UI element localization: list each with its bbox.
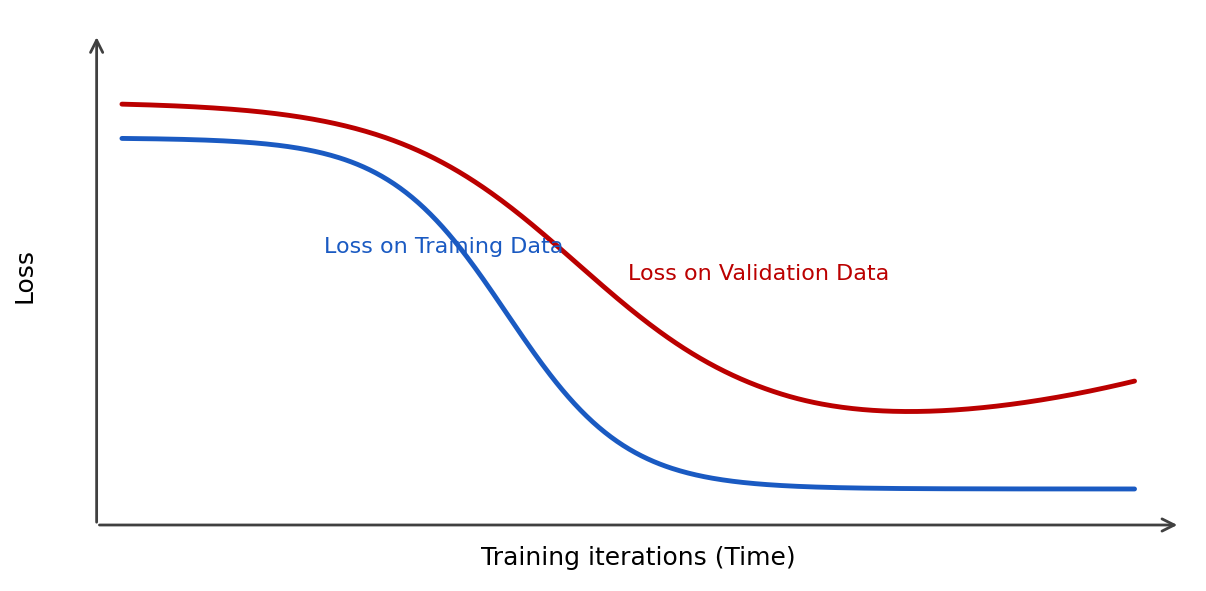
X-axis label: Training iterations (Time): Training iterations (Time): [481, 546, 796, 570]
Text: Loss on Training Data: Loss on Training Data: [324, 236, 564, 256]
Y-axis label: Loss: Loss: [13, 248, 37, 303]
Text: Loss on Validation Data: Loss on Validation Data: [628, 264, 890, 284]
